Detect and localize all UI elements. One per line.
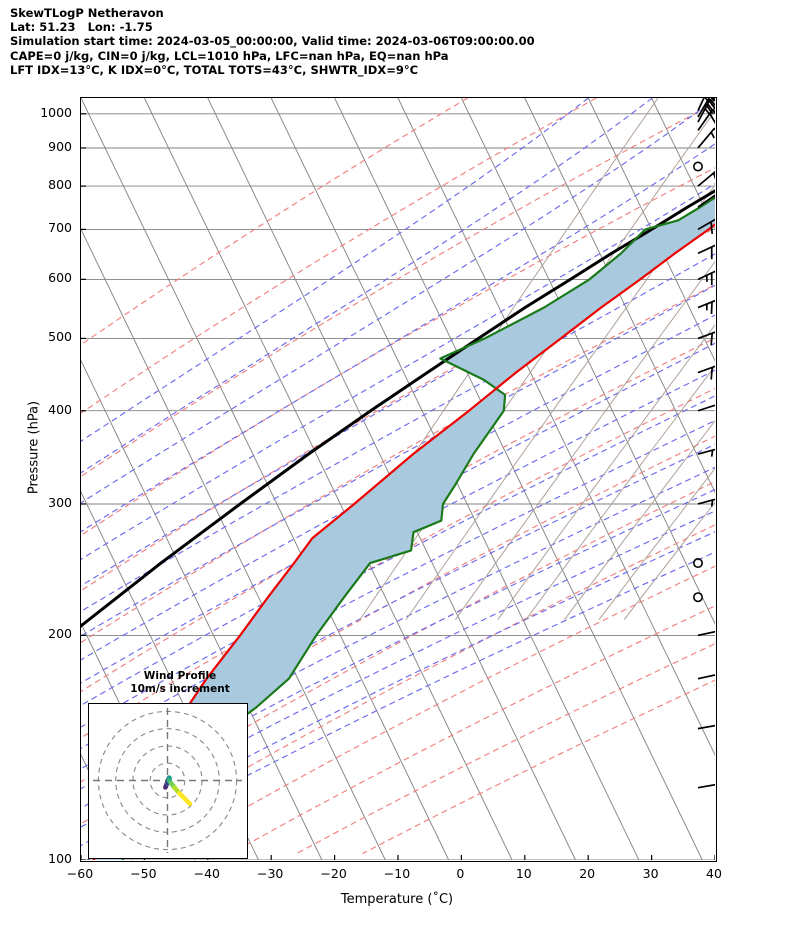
hodograph-ring	[149, 762, 186, 799]
wind-barb	[697, 98, 715, 118]
wind-barb	[697, 299, 715, 315]
temperature-tick-label: 20	[579, 866, 596, 881]
figure-header: SkewTLogP Netheravon Lat: 51.23 Lon: -1.…	[10, 6, 790, 77]
wind-barb	[697, 783, 715, 789]
stability-indices-line2: LFT IDX=13°C, K IDX=0°C, TOTAL TOTS=43°C…	[10, 62, 419, 77]
pressure-tick-label: 500	[48, 329, 72, 345]
wind-barb	[697, 218, 715, 234]
isotherm-line	[81, 228, 386, 860]
moist-adiabat-line	[81, 420, 715, 749]
temperature-tick-label: −60	[66, 866, 94, 881]
dry-adiabat-line	[230, 605, 715, 855]
y-axis-label: Pressure (hPa)	[26, 400, 42, 495]
saturation-shading	[93, 197, 715, 860]
isotherm-line	[460, 98, 715, 625]
dry-adiabat-line	[81, 98, 468, 346]
hodograph-trace-segment	[182, 796, 193, 807]
pressure-tick-label: 300	[48, 494, 72, 510]
temperature-tick-label: 10	[515, 866, 532, 881]
dry-adiabat-line	[81, 227, 715, 592]
simulation-times: Simulation start time: 2024-03-05_00:00:…	[10, 34, 535, 49]
parcel-trajectory-line	[81, 189, 715, 628]
pressure-tick-label: 100	[48, 851, 72, 866]
isotherm-line	[334, 98, 703, 860]
wind-barb	[697, 108, 715, 131]
pressure-tick-label: 800	[48, 177, 72, 193]
dry-adiabat-line	[296, 643, 715, 855]
mixing-ratio-line	[564, 420, 715, 620]
dry-adiabat-line	[97, 524, 715, 855]
x-axis-label: Temperature (˚C)	[340, 892, 454, 907]
moist-adiabat-line	[87, 551, 715, 860]
mixing-ratio-line	[623, 501, 715, 620]
hodograph-title: Wind Profile 10m/s increment	[90, 670, 270, 696]
hodograph-title-line1: Wind Profile	[143, 670, 217, 682]
temperature-tick-label: 40	[706, 866, 722, 881]
moist-adiabat-line	[81, 443, 715, 770]
pressure-tick-label: 200	[48, 626, 72, 642]
wind-barb-calm	[692, 592, 703, 603]
dry-adiabat-line	[362, 679, 715, 855]
wind-barb	[697, 270, 715, 286]
temperature-tick-label: −30	[256, 866, 284, 881]
pressure-tick-label: 700	[48, 220, 72, 236]
temperature-tick-label: −40	[193, 866, 220, 881]
wind-barb	[697, 244, 715, 260]
dewpoint-profile-line	[121, 196, 715, 860]
wind-barb	[697, 98, 715, 123]
isotherm-line	[81, 98, 450, 860]
moist-adiabat-line	[81, 143, 715, 533]
temperature-profile-line	[92, 223, 715, 860]
moist-adiabat-line	[81, 98, 589, 442]
temperature-tick-label: −10	[383, 866, 411, 881]
hodograph-inset	[88, 703, 248, 859]
wind-barb	[697, 331, 715, 346]
isotherm-line	[397, 98, 715, 756]
moist-adiabat-line	[81, 466, 715, 790]
wind-barb-calm	[692, 161, 703, 172]
pressure-tick-label: 900	[48, 138, 72, 154]
wind-barb	[697, 365, 715, 380]
isotherm-line	[81, 359, 323, 860]
wind-barb-calm	[692, 558, 703, 569]
wind-barb	[697, 98, 715, 111]
figure-title: SkewTLogP Netheravon	[10, 6, 164, 20]
wind-barb	[697, 448, 715, 457]
wind-barb	[697, 724, 715, 730]
moist-adiabat-line	[81, 98, 715, 504]
dry-adiabat-line	[81, 102, 715, 478]
mixing-ratio-line	[454, 260, 715, 620]
wind-barb	[697, 404, 715, 412]
temperature-tick-label: −20	[320, 866, 347, 881]
isotherm-line	[143, 98, 513, 860]
wind-barb	[697, 194, 715, 208]
wind-barb	[697, 170, 715, 187]
wind-barb	[697, 674, 715, 687]
moist-adiabat-line	[81, 253, 715, 613]
temperature-tick-label: −50	[130, 866, 157, 881]
pressure-tick-label: 1000	[40, 104, 72, 120]
isotherm-line	[524, 98, 715, 494]
pressure-tick-label: 600	[48, 270, 72, 286]
dry-adiabat-line	[163, 565, 715, 855]
isotherm-line	[587, 98, 715, 362]
wind-barb	[697, 498, 715, 507]
mixing-ratio-line	[497, 324, 715, 620]
dry-adiabat-line	[81, 284, 715, 644]
station-location: Lat: 51.23 Lon: -1.75	[10, 20, 153, 35]
temperature-tick-label: 30	[642, 866, 659, 881]
hodograph-title-line2: 10m/s increment	[130, 683, 230, 695]
wind-barb	[697, 630, 715, 643]
hodograph-canvas	[93, 708, 242, 853]
dry-adiabat-line	[81, 435, 715, 783]
stability-indices-line1: CAPE=0 j/kg, CIN=0 j/kg, LCL=1010 hPa, L…	[10, 48, 449, 63]
pressure-tick-label: 400	[48, 401, 72, 417]
temperature-tick-label: 0	[456, 866, 465, 881]
wind-barb	[697, 127, 715, 149]
dry-adiabat-line	[81, 98, 597, 414]
mixing-ratio-line	[525, 365, 715, 620]
